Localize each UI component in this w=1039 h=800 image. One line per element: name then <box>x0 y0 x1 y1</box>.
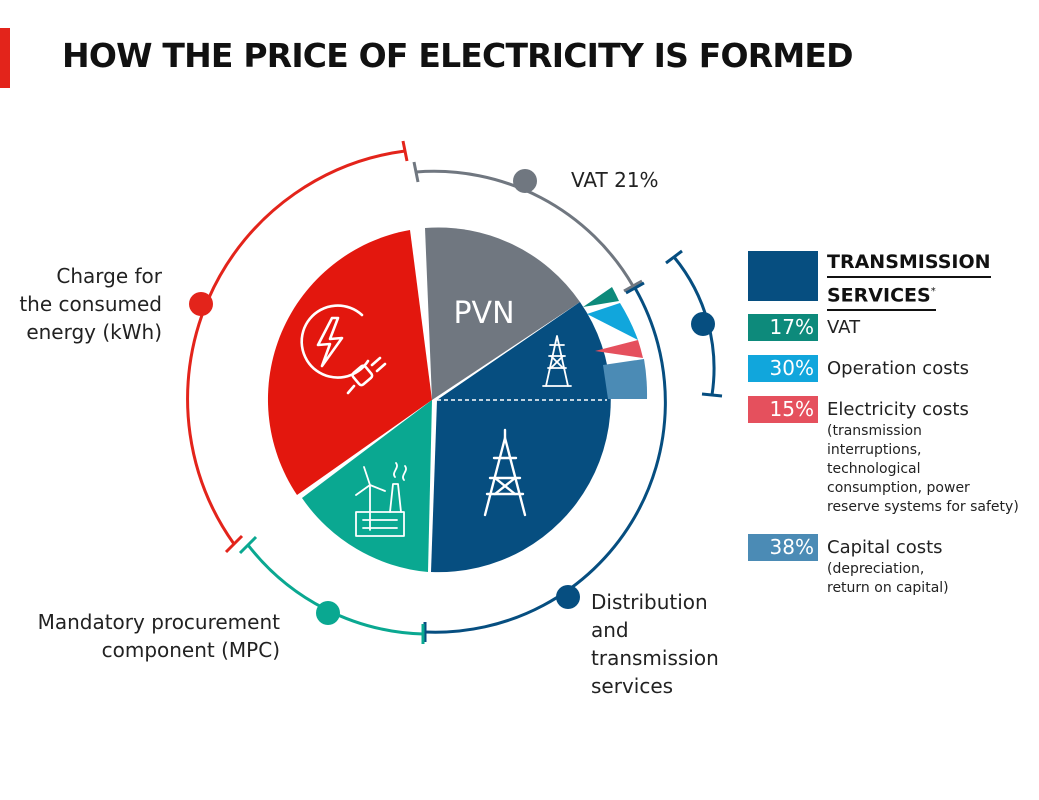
legend-pct: 30% <box>748 355 818 382</box>
label-energy-line: Charge for <box>56 264 162 288</box>
label-vat: VAT 21% <box>571 166 659 194</box>
label-mpc: Mandatory procurement component (MPC) <box>10 608 280 664</box>
label-mpc-line: Mandatory procurement <box>37 610 280 634</box>
label-energy-line: energy (kWh) <box>26 320 162 344</box>
wedge-operation <box>587 303 638 340</box>
ring-cap-energy-bottom <box>224 534 244 554</box>
legend-note-line: (depreciation, <box>827 561 925 577</box>
title-accent-bar <box>0 28 10 88</box>
legend-label: Electricity costs <box>827 399 969 420</box>
legend-label: Operation costs <box>827 358 970 379</box>
ring-dot-distribution <box>556 585 580 609</box>
legend-header-word: SERVICES <box>827 284 931 307</box>
label-distribution-line: Distribution <box>591 590 708 614</box>
label-distribution-line: and <box>591 618 629 642</box>
legend-pct: 15% <box>748 396 818 423</box>
legend-note-line: return on capital) <box>827 580 949 596</box>
legend-header-line: SERVICES* <box>827 278 936 312</box>
legend-note-line: reserve systems for safety) <box>827 499 1019 515</box>
legend-pct: 38% <box>748 534 818 561</box>
legend-label: Capital costs <box>827 537 943 558</box>
ring-cap-mpc-start <box>238 535 258 555</box>
legend-pct: 17% <box>748 314 818 341</box>
label-distribution-line: services <box>591 674 674 698</box>
legend-note-line: (transmission <box>827 423 922 439</box>
page-title: HOW THE PRICE OF ELECTRICITY IS FORMED <box>62 36 854 75</box>
label-mpc-line: component (MPC) <box>101 638 280 662</box>
wedge-capital <box>603 359 648 399</box>
pie-slice-energy <box>267 230 432 495</box>
pie-slice-mpc <box>302 400 432 572</box>
ring-cap-transmission-bottom <box>701 392 723 398</box>
pie-label-pvn: PVN <box>453 296 514 331</box>
transmission-legend: TRANSMISSION SERVICES* 17% VAT 30% Opera… <box>748 248 1038 596</box>
label-energy: Charge for the consumed energy (kWh) <box>10 262 162 346</box>
legend-header-line: TRANSMISSION <box>827 248 991 278</box>
pie-slice-pvn <box>425 227 580 400</box>
legend-header-swatch <box>748 251 818 301</box>
ring-dot-energy <box>189 292 213 316</box>
plug-lightning-icon <box>300 304 387 395</box>
ring-arc-distribution <box>424 287 667 634</box>
ring-dot-mpc <box>316 601 340 625</box>
small-pylon-icon <box>542 335 572 387</box>
ring-cap-distribution-start <box>625 281 645 295</box>
legend-note-line: interruptions, <box>827 442 922 458</box>
wedge-vat <box>583 287 619 307</box>
label-energy-line: the consumed <box>19 292 162 316</box>
pie-slice-distribution <box>431 302 611 573</box>
label-vat-text: VAT 21% <box>571 168 659 192</box>
power-pylon-icon <box>483 428 527 517</box>
wind-factory-icon <box>355 462 407 537</box>
legend-header-asterisk: * <box>930 286 936 297</box>
ring-cap-vat-start <box>412 161 420 183</box>
ring-dot-transmission <box>691 312 715 336</box>
ring-dot-vat <box>513 169 537 193</box>
ring-cap-transmission-top <box>665 249 683 265</box>
legend-note: (transmission interruptions, technologic… <box>827 422 1019 517</box>
ring-cap-vat-end <box>623 279 643 293</box>
ring-arc-vat <box>415 169 635 287</box>
legend-header: TRANSMISSION SERVICES* <box>748 248 1038 312</box>
wedge-electricity <box>595 340 643 358</box>
legend-label: VAT <box>827 317 861 338</box>
legend-note: (depreciation, return on capital) <box>827 560 949 598</box>
ring-cap-energy-top <box>401 140 409 162</box>
legend-note-line: consumption, power <box>827 480 970 496</box>
legend-note-line: technological <box>827 461 921 477</box>
label-distribution: Distribution and transmission services <box>591 588 719 700</box>
label-distribution-line: transmission <box>591 646 719 670</box>
legend-header-text: TRANSMISSION SERVICES* <box>827 248 991 312</box>
